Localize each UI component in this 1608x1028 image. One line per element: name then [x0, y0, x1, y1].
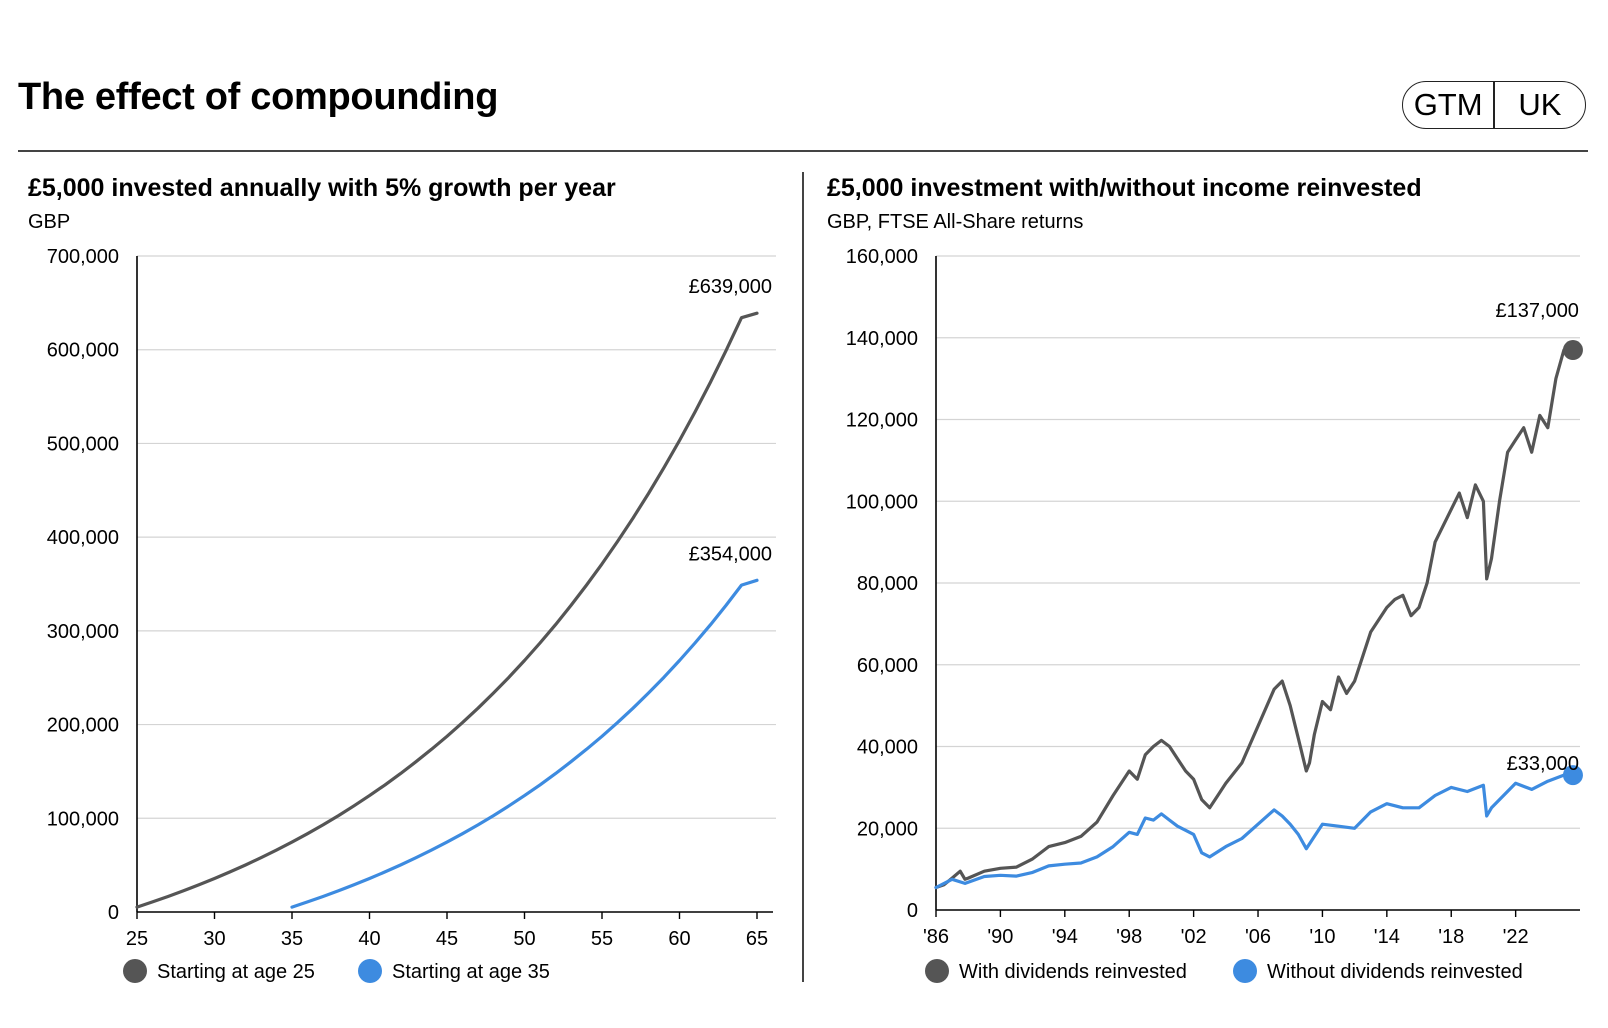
left-legend-marker-1	[123, 959, 147, 983]
page-title: The effect of compounding	[18, 76, 499, 118]
left-x-tick-label: 25	[126, 928, 148, 950]
left-y-tick-label: 700,000	[47, 246, 119, 268]
right-x-tick-label: '22	[1503, 926, 1529, 948]
right-x-tick-label: '06	[1245, 926, 1271, 948]
right-x-tick-label: '14	[1374, 926, 1400, 948]
left-series-line-2	[290, 578, 759, 909]
right-y-tick-label: 120,000	[846, 410, 918, 432]
right-x-tick-label: '02	[1181, 926, 1207, 948]
right-y-tick-label: 160,000	[846, 246, 918, 268]
left-y-tick-label: 0	[108, 902, 119, 924]
right-series-line-2	[934, 773, 1566, 890]
badge-separator	[1493, 82, 1495, 128]
left-x-tick-label: 50	[513, 928, 535, 950]
left-y-tick-label: 400,000	[47, 527, 119, 549]
right-x-tick-label: '18	[1438, 926, 1464, 948]
right-legend-marker-2	[1233, 959, 1257, 983]
left-chart: 0 100,000 200,000 300,000 400,000 500,000 600,…	[47, 246, 776, 983]
left-y-tick-label: 500,000	[47, 433, 119, 455]
right-legend-label-1: With dividends reinvested	[959, 961, 1187, 983]
right-y-tick-label: 80,000	[857, 573, 918, 595]
right-x-tick-label: '86	[923, 926, 949, 948]
left-x-tick-label: 65	[746, 928, 768, 950]
right-legend-label-2: Without dividends reinvested	[1267, 961, 1523, 983]
left-x-tick-label: 30	[203, 928, 225, 950]
left-x-tick-label: 40	[358, 928, 380, 950]
gtm-uk-badge: GTM UK	[1402, 81, 1586, 129]
header-rule	[18, 150, 1588, 152]
right-y-tick-label: 20,000	[857, 818, 918, 840]
left-chart-subtitle: GBP	[28, 211, 71, 233]
left-end-label-2: £354,000	[689, 543, 772, 565]
left-x-tick-label: 35	[281, 928, 303, 950]
right-x-tick-label: '94	[1052, 926, 1078, 948]
right-end-marker-2	[1562, 765, 1583, 786]
badge-uk: UK	[1518, 87, 1562, 122]
right-y-tick-label: 40,000	[857, 737, 918, 759]
right-y-tick-label: 0	[907, 900, 918, 922]
left-chart-title: £5,000 invested annually with 5% growth …	[28, 174, 616, 202]
right-y-tick-label: 140,000	[846, 328, 918, 350]
left-legend-label-2: Starting at age 35	[392, 961, 550, 983]
right-end-marker-1	[1562, 340, 1583, 361]
right-end-label-2: £33,000	[1507, 753, 1579, 775]
right-chart-title: £5,000 investment with/without income re…	[827, 174, 1422, 202]
left-x-tick-label: 45	[436, 928, 458, 950]
right-y-tick-label: 60,000	[857, 655, 918, 677]
left-y-tick-label: 200,000	[47, 715, 119, 737]
left-x-tick-label: 60	[668, 928, 690, 950]
right-x-tick-label: '98	[1116, 926, 1142, 948]
badge-gtm: GTM	[1413, 87, 1483, 122]
right-end-label-1: £137,000	[1496, 300, 1579, 322]
left-end-label-1: £639,000	[689, 276, 772, 298]
right-y-tick-label: 100,000	[846, 491, 918, 513]
left-x-tick-label: 55	[591, 928, 613, 950]
left-legend-label-1: Starting at age 25	[157, 961, 315, 983]
right-legend-marker-1	[925, 959, 949, 983]
left-y-tick-label: 600,000	[47, 340, 119, 362]
left-legend-marker-2	[358, 959, 382, 983]
left-y-tick-label: 300,000	[47, 621, 119, 643]
left-series-line-1	[135, 311, 759, 909]
left-y-tick-label: 100,000	[47, 808, 119, 830]
right-series-line-1	[934, 348, 1566, 890]
right-x-tick-label: '10	[1309, 926, 1335, 948]
right-chart-subtitle: GBP, FTSE All-Share returns	[827, 211, 1084, 233]
chart-divider	[802, 172, 804, 982]
right-x-tick-label: '90	[987, 926, 1013, 948]
